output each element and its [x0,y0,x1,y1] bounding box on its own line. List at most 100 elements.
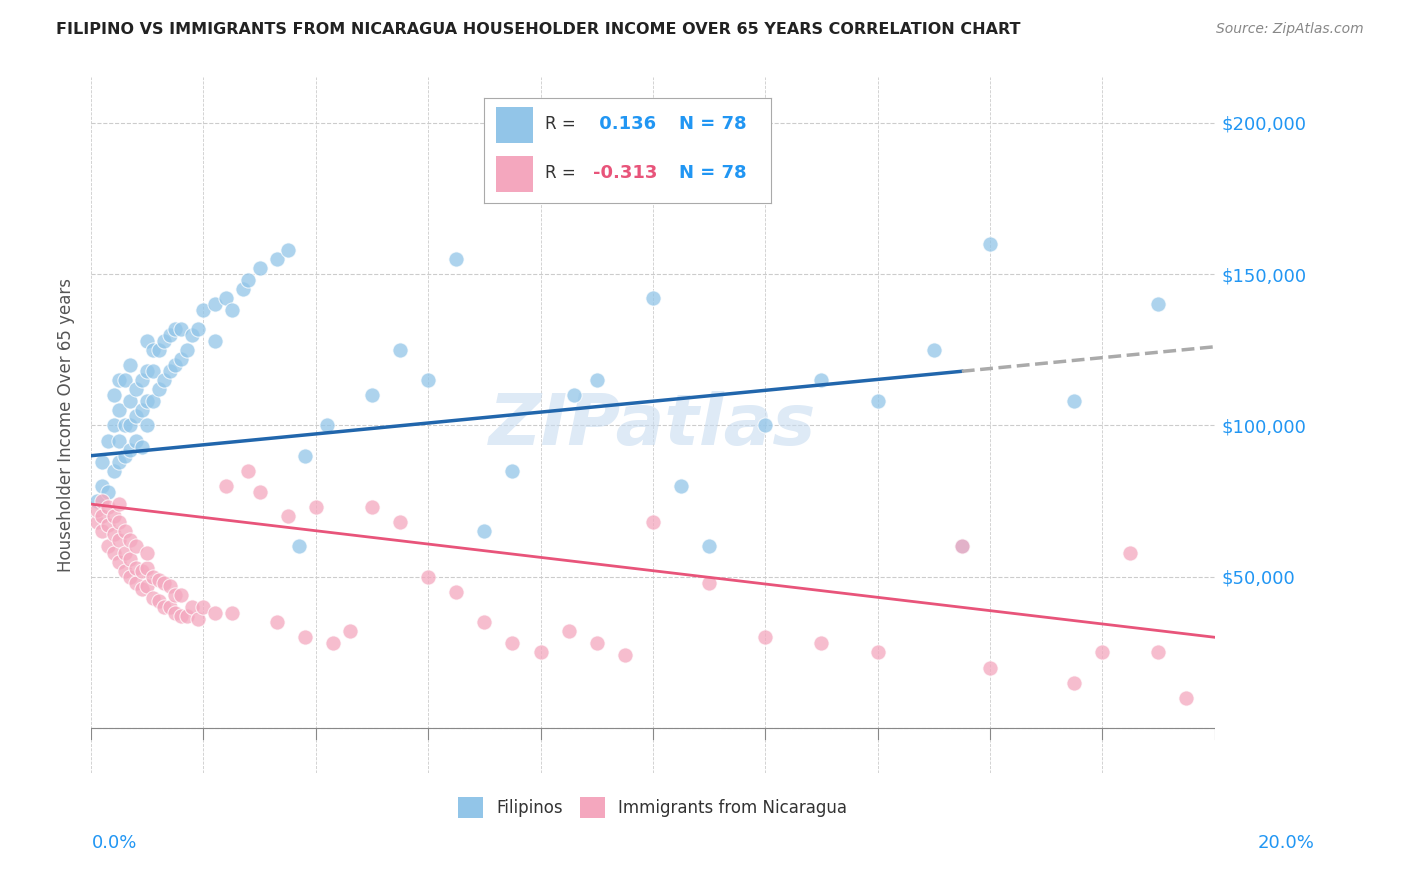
Point [165,588,187,602]
Point [136,560,159,574]
Point [316,418,339,433]
Point [148,594,170,608]
Point [148,573,170,587]
Point [1063,394,1085,409]
Point [322,636,344,650]
Point [136,364,159,378]
Y-axis label: Householder Income Over 65 years: Householder Income Over 65 years [58,278,75,573]
Point [418,373,440,387]
Point [176,343,198,357]
Point [136,334,159,348]
Point [557,624,579,639]
Point [148,343,170,357]
Text: ZIPatlas: ZIPatlas [489,391,817,460]
Point [1119,545,1142,559]
Point [697,575,720,590]
Point [472,524,495,539]
Point [277,509,299,524]
Point [131,373,153,387]
Point [103,527,125,541]
Point [613,648,636,663]
Point [108,533,131,548]
Point [669,479,692,493]
Legend: Filipinos, Immigrants from Nicaragua: Filipinos, Immigrants from Nicaragua [451,790,853,824]
Point [193,599,215,614]
Point [125,540,148,554]
Point [131,440,153,454]
Point [187,321,209,335]
Point [810,636,832,650]
Point [131,582,153,596]
Point [153,334,176,348]
Point [204,334,226,348]
Point [288,540,311,554]
Point [108,516,131,530]
Point [142,394,165,409]
Point [1091,645,1114,659]
Point [125,382,148,396]
Point [181,599,204,614]
Point [103,509,125,524]
Point [142,570,165,584]
Point [91,479,114,493]
Point [153,373,176,387]
Point [418,570,440,584]
Point [389,343,412,357]
Point [108,373,131,387]
Point [215,291,238,305]
Point [86,516,108,530]
Point [238,273,260,287]
Point [136,418,159,433]
Point [1147,645,1170,659]
Point [305,500,328,515]
Point [529,645,551,659]
Point [142,364,165,378]
Point [125,560,148,574]
Point [159,364,181,378]
Point [979,660,1001,674]
Point [501,636,523,650]
Point [103,418,125,433]
Point [108,455,131,469]
Point [97,434,120,448]
Point [221,606,243,620]
Point [266,615,288,629]
Point [125,434,148,448]
Point [114,545,136,559]
Point [170,351,193,366]
Point [170,609,193,624]
Point [108,403,131,417]
Point [221,303,243,318]
Point [97,500,120,515]
Point [142,591,165,605]
Point [120,394,142,409]
Point [153,599,176,614]
Point [165,606,187,620]
Point [249,261,271,276]
Point [91,455,114,469]
Point [176,609,198,624]
Text: 20.0%: 20.0% [1258,834,1315,852]
Point [361,500,384,515]
Point [108,434,131,448]
Point [91,524,114,539]
Point [114,524,136,539]
Point [114,418,136,433]
Point [142,343,165,357]
Point [446,252,468,266]
Point [159,579,181,593]
Point [529,146,551,161]
Point [1175,690,1198,705]
Point [249,485,271,500]
Point [232,282,254,296]
Point [501,464,523,478]
Point [446,585,468,599]
Point [170,588,193,602]
Point [120,570,142,584]
Point [86,494,108,508]
Point [165,358,187,372]
Point [120,418,142,433]
Point [754,418,776,433]
Point [866,645,889,659]
Point [585,636,607,650]
